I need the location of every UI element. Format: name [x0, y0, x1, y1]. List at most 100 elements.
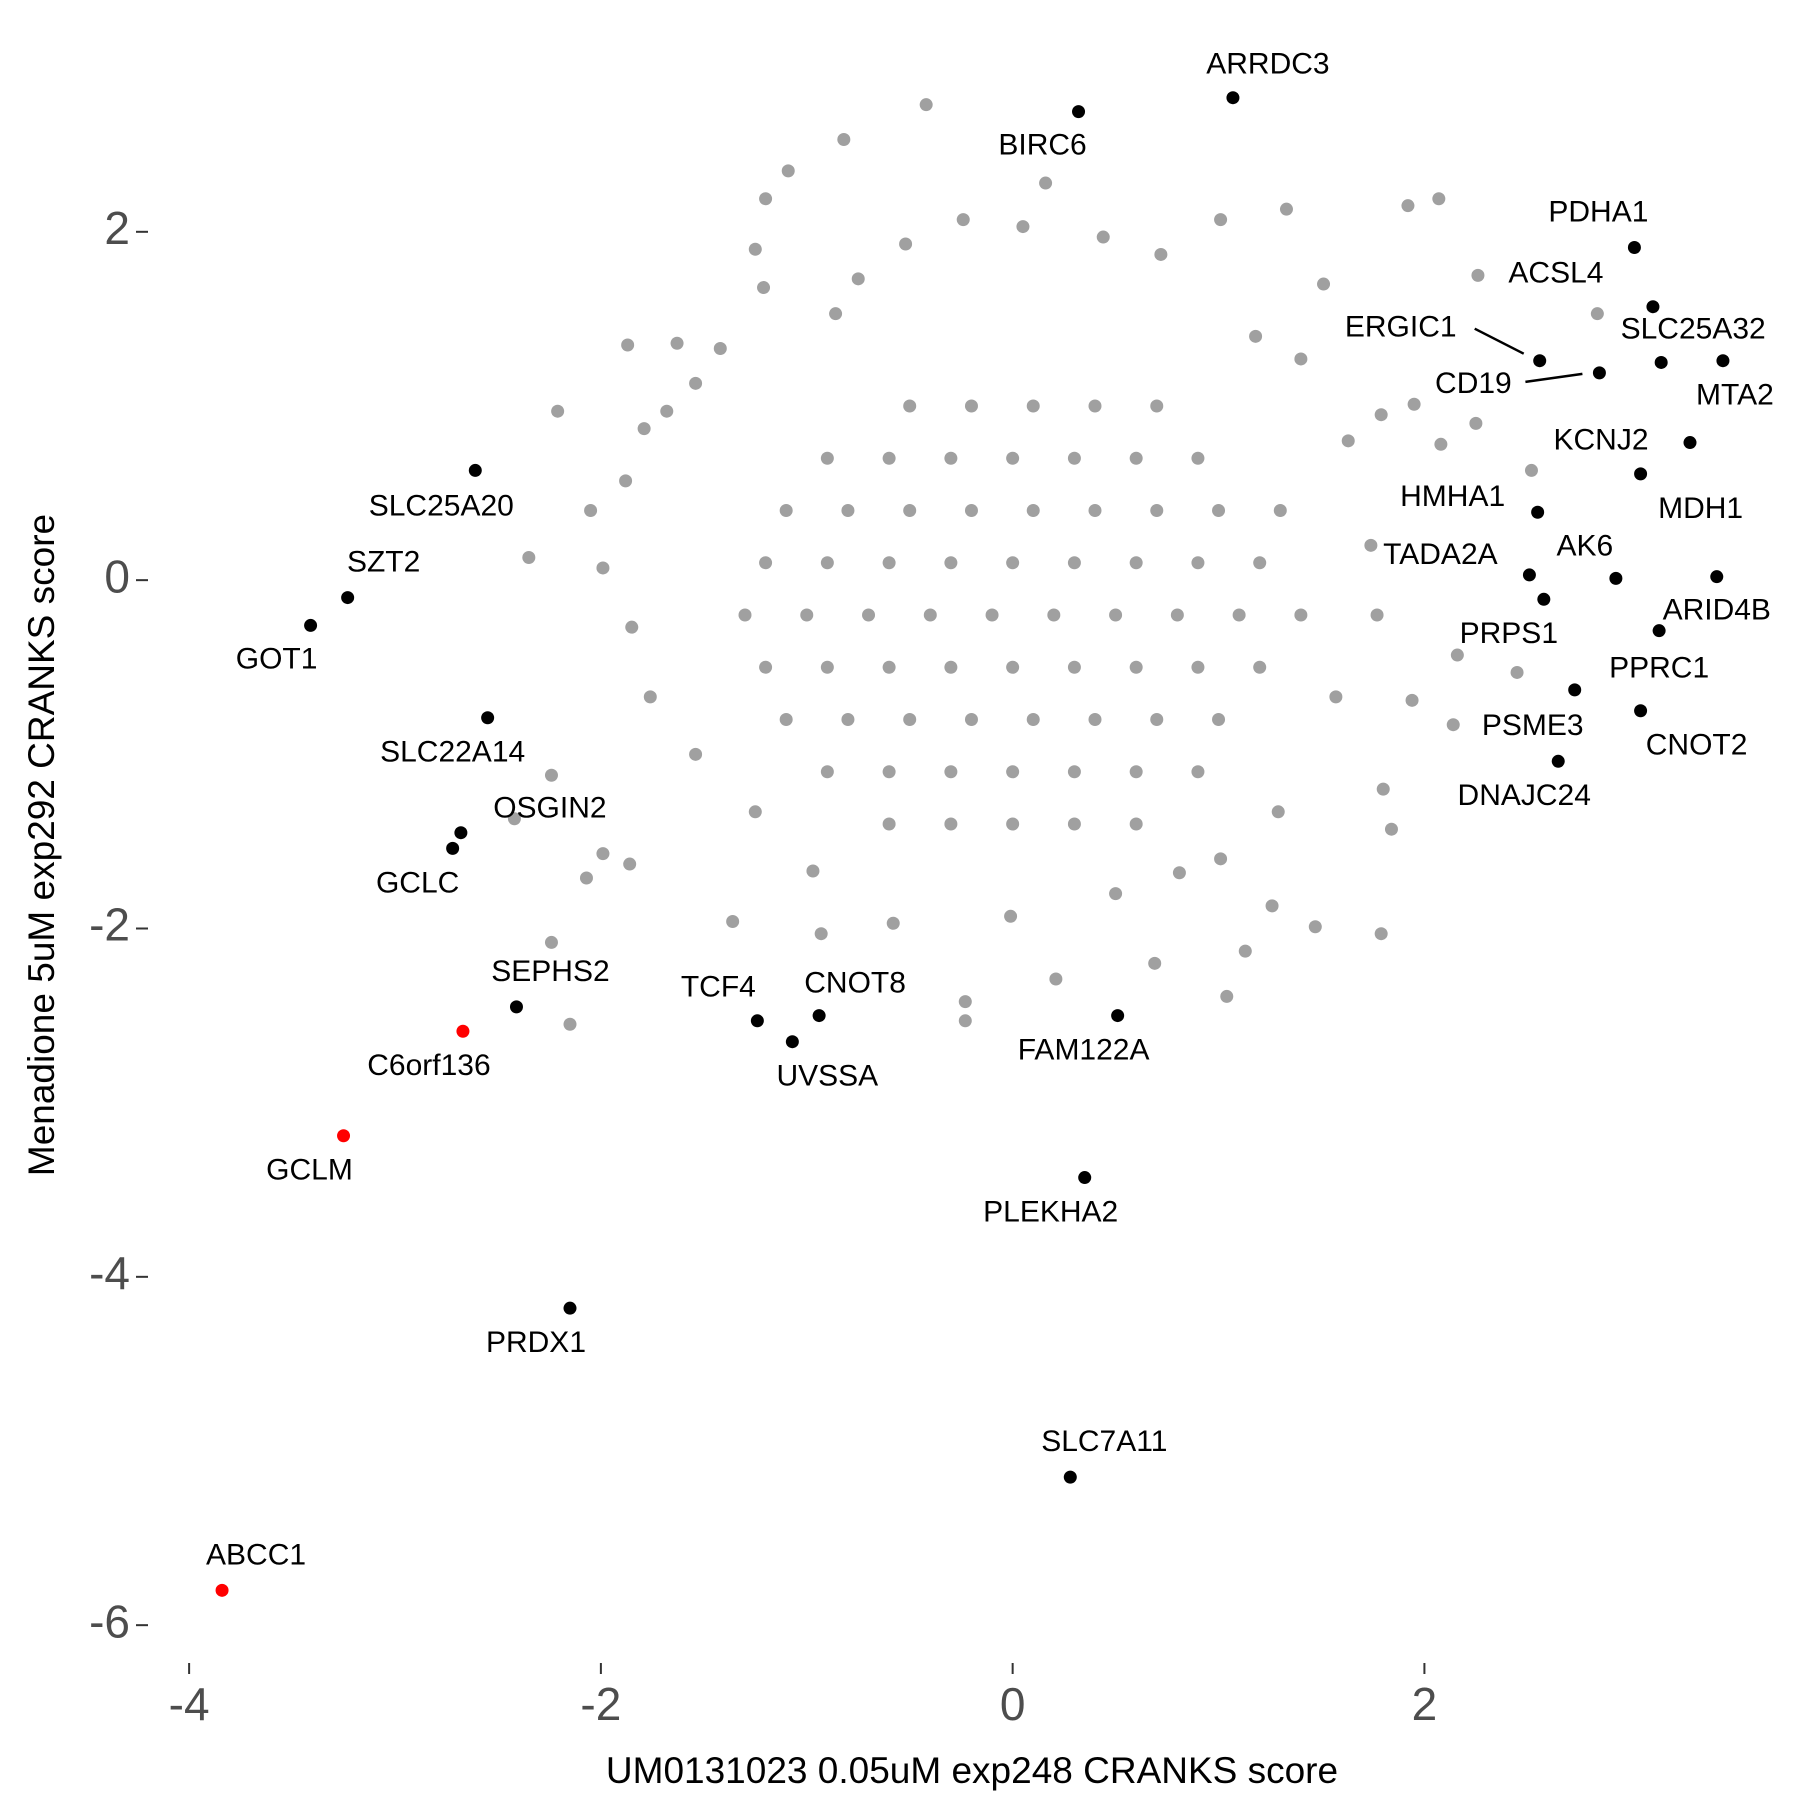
background-point	[757, 281, 771, 295]
background-point	[1129, 765, 1143, 779]
background-point	[1096, 230, 1110, 244]
background-point	[1432, 192, 1446, 206]
highlighted-point	[456, 1024, 470, 1038]
background-point	[944, 451, 958, 465]
background-point	[837, 133, 851, 147]
gene-label: PPRC1	[1609, 652, 1709, 685]
background-point	[886, 916, 900, 930]
gene-label: GCLC	[376, 866, 459, 899]
highlighted-point	[304, 618, 318, 632]
x-axis-title: UM0131023 0.05uM exp248 CRANKS score	[606, 1750, 1338, 1791]
highlighted-point	[509, 1000, 523, 1014]
background-point	[1238, 944, 1252, 958]
background-point	[619, 474, 633, 488]
background-point	[759, 556, 773, 570]
x-tick-label: -4	[169, 1678, 210, 1730]
highlighted-point	[1551, 754, 1565, 768]
background-point	[919, 98, 933, 112]
background-point	[1329, 690, 1343, 704]
background-point	[1407, 397, 1421, 411]
background-point	[748, 242, 762, 256]
highlighted-point	[215, 1583, 229, 1597]
background-point	[1273, 503, 1287, 517]
background-point	[1129, 660, 1143, 674]
x-tick-label: 0	[1000, 1678, 1026, 1730]
gene-label: ARID4B	[1663, 594, 1771, 627]
background-point	[1220, 989, 1234, 1003]
highlighted-point	[785, 1035, 799, 1049]
background-point	[1006, 556, 1020, 570]
background-point	[806, 864, 820, 878]
gene-label: SLC7A11	[1041, 1425, 1167, 1458]
background-point	[944, 765, 958, 779]
gene-label: SLC22A14	[380, 736, 525, 769]
background-point	[738, 608, 752, 622]
background-point	[1047, 608, 1061, 622]
background-point	[956, 213, 970, 227]
gene-label: SEPHS2	[491, 955, 609, 988]
background-point	[1109, 608, 1123, 622]
background-point	[1271, 805, 1285, 819]
background-point	[944, 660, 958, 674]
gene-label: PSME3	[1482, 709, 1584, 742]
leader-line	[1474, 327, 1525, 355]
background-point	[1232, 608, 1246, 622]
background-point	[1374, 927, 1388, 941]
gene-label: MTA2	[1696, 379, 1774, 412]
gene-label: OSGIN2	[493, 792, 606, 825]
background-point	[544, 935, 558, 949]
background-point	[544, 768, 558, 782]
highlighted-point	[1537, 592, 1551, 606]
background-point	[1191, 451, 1205, 465]
highlighted-point	[1078, 1171, 1092, 1185]
highlighted-point	[1716, 354, 1730, 368]
highlighted-point	[1652, 624, 1666, 638]
background-point	[522, 551, 536, 565]
background-point	[1471, 268, 1485, 282]
background-point	[1150, 399, 1164, 413]
background-point	[899, 237, 913, 251]
background-point	[1006, 817, 1020, 831]
background-point	[1253, 660, 1267, 674]
background-point	[903, 503, 917, 517]
gene-label: PDHA1	[1548, 195, 1648, 228]
background-point	[1434, 437, 1448, 451]
gene-label: GCLM	[266, 1154, 353, 1187]
background-point	[1446, 718, 1460, 732]
gene-label: CNOT2	[1646, 729, 1748, 762]
gene-label: SLC25A32	[1621, 312, 1766, 345]
background-point	[759, 660, 773, 674]
background-point	[1590, 307, 1604, 321]
gene-label: C6orf136	[367, 1049, 490, 1082]
highlighted-point	[1063, 1470, 1077, 1484]
background-point	[596, 847, 610, 861]
leader-line	[1525, 372, 1583, 384]
background-point	[964, 503, 978, 517]
background-point	[1067, 451, 1081, 465]
background-point	[1129, 817, 1143, 831]
background-point	[820, 660, 834, 674]
background-point	[882, 660, 896, 674]
background-point	[814, 927, 828, 941]
highlighted-point	[337, 1129, 351, 1143]
gene-label: TADA2A	[1383, 538, 1497, 571]
background-point	[1016, 220, 1030, 234]
background-point	[1191, 556, 1205, 570]
background-point	[1067, 556, 1081, 570]
background-point	[1006, 451, 1020, 465]
background-point	[1249, 329, 1263, 343]
background-point	[1450, 648, 1464, 662]
gene-label: MDH1	[1658, 492, 1743, 525]
background-point	[1317, 277, 1331, 291]
background-point	[1067, 817, 1081, 831]
y-tick-label: 2	[104, 202, 130, 254]
background-point	[1294, 352, 1308, 366]
background-point	[1049, 972, 1063, 986]
gene-label: BIRC6	[998, 129, 1086, 162]
background-point	[829, 307, 843, 321]
highlighted-point	[1522, 568, 1536, 582]
background-point	[1026, 503, 1040, 517]
background-point	[903, 399, 917, 413]
background-point	[1401, 199, 1415, 213]
